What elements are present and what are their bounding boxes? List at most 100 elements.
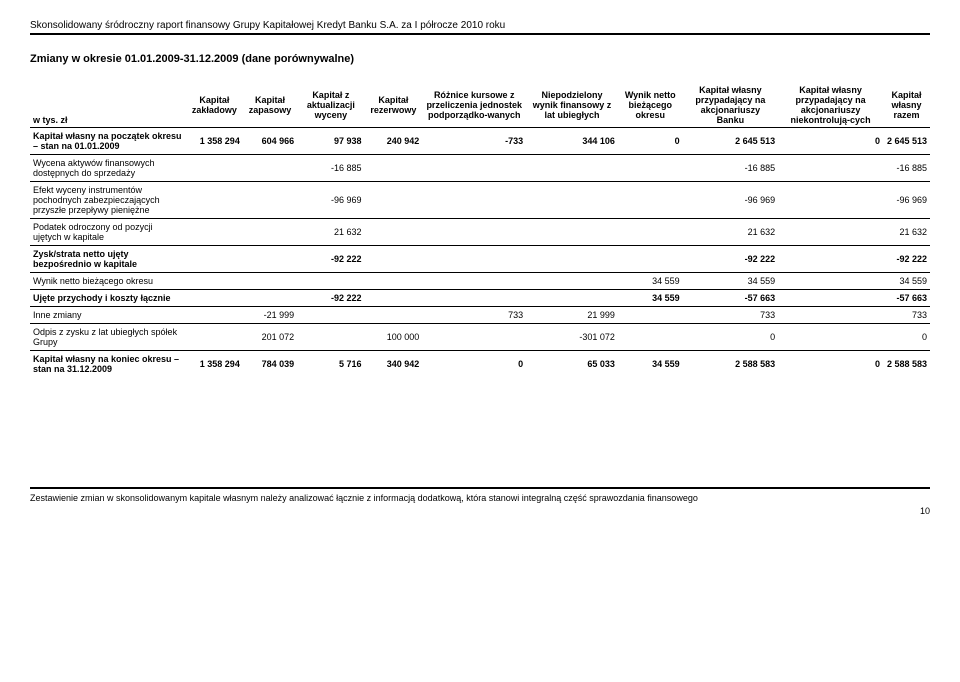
cell: 0 [778,128,883,155]
cell [186,182,243,219]
row-label: Kapitał własny na koniec okresu – stan n… [30,351,186,378]
cell: 34 559 [683,273,778,290]
cell [186,290,243,307]
cell [186,307,243,324]
cell [422,246,526,273]
col-header: Niepodzielony wynik finansowy z lat ubie… [526,83,618,128]
cell: -96 969 [297,182,364,219]
cell: 0 [422,351,526,378]
cell [243,182,297,219]
cell: 733 [883,307,930,324]
cell: -92 222 [683,246,778,273]
cell [297,324,364,351]
cell: -21 999 [243,307,297,324]
col-header: Kapitał zapasowy [243,83,297,128]
row-label: Wynik netto bieżącego okresu [30,273,186,290]
cell [365,273,423,290]
col-header: Kapitał rezerwowy [365,83,423,128]
table-row: Inne zmiany-21 99973321 999733733 [30,307,930,324]
doc-header: Skonsolidowany śródroczny raport finanso… [30,20,930,35]
cell [186,219,243,246]
cell: 34 559 [883,273,930,290]
cell: 21 632 [883,219,930,246]
cell: -96 969 [883,182,930,219]
cell [243,219,297,246]
cell [618,246,683,273]
col-header: Kapitał zakładowy [186,83,243,128]
table-row: Wycena aktywów finansowych dostępnych do… [30,155,930,182]
cell [297,307,364,324]
cell: -57 663 [683,290,778,307]
cell [526,246,618,273]
cell: 0 [778,351,883,378]
cell: 784 039 [243,351,297,378]
cell [526,155,618,182]
table-row: Kapitał własny na początek okresu – stan… [30,128,930,155]
cell [186,273,243,290]
cell [422,290,526,307]
cell [618,219,683,246]
col-header: Kapitał własny przypadający na akcjonari… [778,83,883,128]
equity-changes-table: w tys. zł Kapitał zakładowy Kapitał zapa… [30,83,930,377]
cell [365,182,423,219]
cell: 2 588 583 [683,351,778,378]
cell: 2 645 513 [683,128,778,155]
cell: 34 559 [618,290,683,307]
row-label: Ujęte przychody i koszty łącznie [30,290,186,307]
cell [422,182,526,219]
cell [365,290,423,307]
table-row: Odpis z zysku z lat ubiegłych spółek Gru… [30,324,930,351]
cell: 34 559 [618,351,683,378]
cell [365,155,423,182]
table-row: Wynik netto bieżącego okresu 34 559 34 559… [30,273,930,290]
cell [778,219,883,246]
col-header: Różnice kursowe z przeliczenia jednostek… [422,83,526,128]
cell: 240 942 [365,128,423,155]
cell [778,273,883,290]
cell [243,290,297,307]
cell [365,246,423,273]
row-label: Wycena aktywów finansowych dostępnych do… [30,155,186,182]
cell: 604 966 [243,128,297,155]
cell [186,246,243,273]
cell [422,324,526,351]
cell: -92 222 [297,290,364,307]
table-row: Zysk/strata netto ujęty bezpośrednio w k… [30,246,930,273]
cell: 21 632 [683,219,778,246]
cell: -92 222 [297,246,364,273]
cell [618,182,683,219]
row-label: Inne zmiany [30,307,186,324]
cell [186,324,243,351]
cell [778,324,883,351]
cell [778,307,883,324]
cell: 21 999 [526,307,618,324]
col-header: Kapitał własny razem [883,83,930,128]
cell [243,246,297,273]
cell: -92 222 [883,246,930,273]
cell: 344 106 [526,128,618,155]
cell: 1 358 294 [186,128,243,155]
cell [618,324,683,351]
cell: 97 938 [297,128,364,155]
table-row: Kapitał własny na koniec okresu – stan n… [30,351,930,378]
col-header: Wynik netto bieżącego okresu [618,83,683,128]
cell: -16 885 [883,155,930,182]
cell [526,290,618,307]
cell [365,219,423,246]
cell: -301 072 [526,324,618,351]
cell [243,155,297,182]
cell: 2 645 513 [883,128,930,155]
cell: -733 [422,128,526,155]
cell: -16 885 [297,155,364,182]
unit-label: w tys. zł [30,83,186,128]
row-label: Podatek odroczony od pozycji ujętych w k… [30,219,186,246]
cell: 21 632 [297,219,364,246]
page-number: 10 [30,506,930,516]
cell [365,307,423,324]
cell: 65 033 [526,351,618,378]
cell: 733 [422,307,526,324]
row-label: Efekt wyceny instrumentów pochodnych zab… [30,182,186,219]
cell [526,219,618,246]
cell: 0 [618,128,683,155]
col-header: Kapitał własny przypadający na akcjonari… [683,83,778,128]
